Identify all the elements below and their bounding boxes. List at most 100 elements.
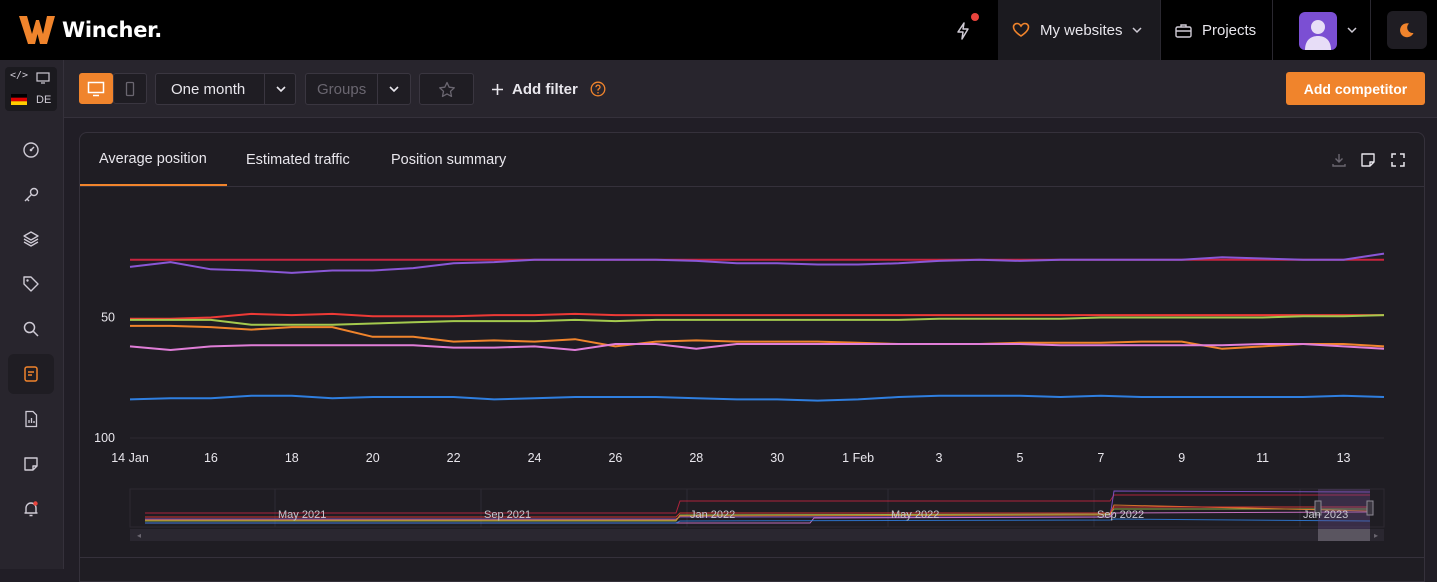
download-icon[interactable] xyxy=(1331,152,1347,168)
x-tick-label: 28 xyxy=(689,451,703,465)
add-competitor-label: Add competitor xyxy=(1303,80,1408,97)
navigator-handle-left[interactable] xyxy=(1314,500,1322,516)
divider xyxy=(80,186,1424,187)
series-line[interactable] xyxy=(129,394,1385,402)
help-icon[interactable] xyxy=(590,81,606,97)
user-avatar[interactable] xyxy=(1299,12,1337,50)
y-tick-label: 100 xyxy=(94,431,115,445)
series-line[interactable] xyxy=(130,314,1385,326)
x-tick-label: 22 xyxy=(447,451,461,465)
projects-link[interactable]: Projects xyxy=(1175,0,1256,60)
desktop-icon xyxy=(36,72,50,84)
tab-label: Estimated traffic xyxy=(246,151,350,168)
navigator-scrollbar-track[interactable] xyxy=(130,529,1384,541)
divider xyxy=(1272,0,1273,60)
navigator-series-line xyxy=(145,518,1371,524)
report-icon[interactable] xyxy=(8,399,54,439)
code-icon: </> xyxy=(10,70,29,81)
plus-icon xyxy=(492,83,503,95)
navigator-handle-right[interactable] xyxy=(1366,500,1374,516)
navigator-tick-label: May 2021 xyxy=(278,509,326,521)
navigator-scrollbar-thumb[interactable] xyxy=(1318,529,1370,541)
groups-select[interactable]: Groups xyxy=(305,73,411,105)
x-tick-label: 24 xyxy=(528,451,542,465)
divider xyxy=(377,74,378,104)
scroll-left-arrow[interactable]: ◂ xyxy=(137,531,141,540)
tag-icon[interactable] xyxy=(8,264,54,304)
x-tick-label: 1 Feb xyxy=(842,451,874,465)
device-country-switch[interactable]: </> DE xyxy=(5,67,57,111)
competitors-icon[interactable] xyxy=(8,354,54,394)
x-tick-label: 7 xyxy=(1097,451,1104,465)
x-tick-label: 9 xyxy=(1178,451,1185,465)
add-filter-label: Add filter xyxy=(512,80,578,98)
series-line[interactable] xyxy=(129,343,1385,351)
search-icon[interactable] xyxy=(8,309,54,349)
my-websites-label: My websites xyxy=(1040,21,1123,39)
moon-icon xyxy=(1400,23,1414,38)
chevron-down-icon[interactable] xyxy=(1347,27,1357,34)
tab-label: Position summary xyxy=(391,151,507,168)
series-line[interactable] xyxy=(129,252,1385,274)
key-icon[interactable] xyxy=(8,175,54,215)
notes-icon[interactable] xyxy=(8,444,54,484)
tab-position-summary[interactable]: Position summary xyxy=(391,133,506,186)
briefcase-icon xyxy=(1175,23,1192,38)
groups-placeholder: Groups xyxy=(317,80,367,98)
navigator-tick-label: Jan 2023 xyxy=(1303,509,1348,521)
tab-estimated-traffic[interactable]: Estimated traffic xyxy=(246,133,350,186)
navigator-series-line xyxy=(145,504,1371,521)
tab-label: Average position xyxy=(99,150,207,167)
sidebar: </> DE xyxy=(0,60,64,569)
dark-mode-toggle[interactable] xyxy=(1387,11,1427,49)
period-value: One month xyxy=(171,80,246,98)
navigator-series-line xyxy=(145,511,1371,524)
x-tick-label: 18 xyxy=(285,451,299,465)
navigator-series-line xyxy=(145,508,1370,522)
series-line[interactable] xyxy=(130,324,1385,350)
scroll-right-arrow[interactable]: ▸ xyxy=(1374,531,1378,540)
tab-average-position[interactable]: Average position xyxy=(80,133,227,186)
country-code: DE xyxy=(36,94,52,106)
germany-flag-icon xyxy=(11,94,27,105)
avatar-icon xyxy=(1305,20,1331,50)
heart-icon xyxy=(1012,22,1030,37)
layers-icon[interactable] xyxy=(8,219,54,259)
star-icon xyxy=(438,81,455,97)
chevron-down-icon xyxy=(276,86,286,93)
fullscreen-icon[interactable] xyxy=(1390,152,1406,168)
chart-panel: Average position Estimated traffic Posit… xyxy=(79,132,1425,582)
x-tick-label: 5 xyxy=(1016,451,1023,465)
x-tick-label: 16 xyxy=(204,451,218,465)
period-select[interactable]: One month xyxy=(155,73,296,105)
x-tick-label: 14 Jan xyxy=(111,451,149,465)
navigator-tick-label: Sep 2022 xyxy=(1097,509,1144,521)
unread-dot xyxy=(971,13,979,21)
navigator-tick-label: Sep 2021 xyxy=(484,509,531,521)
x-tick-label: 20 xyxy=(366,451,380,465)
add-filter-button[interactable]: Add filter xyxy=(491,73,578,105)
projects-label: Projects xyxy=(1202,21,1257,39)
wincher-logo[interactable]: Wincher. xyxy=(18,14,162,46)
x-tick-label: 13 xyxy=(1337,451,1351,465)
note-icon[interactable] xyxy=(1360,152,1376,168)
navigator-series-line xyxy=(145,490,1371,520)
favorites-button[interactable] xyxy=(419,73,474,105)
divider xyxy=(80,557,1424,558)
series-line[interactable] xyxy=(130,312,1384,320)
wincher-logo-icon xyxy=(19,16,55,44)
alerts-icon[interactable] xyxy=(8,489,54,529)
navigator-tick-label: May 2022 xyxy=(891,509,939,521)
mobile-view-button[interactable] xyxy=(113,73,147,104)
chevron-down-icon xyxy=(389,86,399,93)
add-competitor-button[interactable]: Add competitor xyxy=(1286,72,1425,105)
logo-text: Wincher. xyxy=(62,18,162,42)
dashboard-icon[interactable] xyxy=(8,130,54,170)
navigator-chart[interactable]: ◂ ▸ May 2021 Sep 2021 Jan 2022 May 2022 Sep 20… xyxy=(80,483,1424,553)
navigator-series-line xyxy=(145,494,1370,514)
notifications-bolt-icon[interactable] xyxy=(950,13,979,44)
my-websites-menu[interactable]: My websites xyxy=(998,0,1160,60)
y-tick-label: 50 xyxy=(101,311,115,325)
chevron-down-icon xyxy=(1132,26,1142,33)
desktop-view-button[interactable] xyxy=(79,73,113,104)
